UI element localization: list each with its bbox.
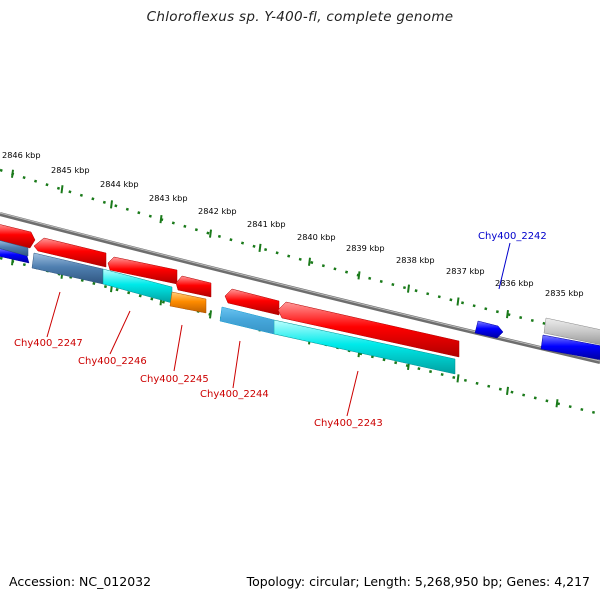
gene-feature-top[interactable] xyxy=(277,301,460,358)
gene-label-chy400-2243[interactable]: Chy400_2243 xyxy=(314,418,383,429)
kbp-label: 2837 kbp xyxy=(446,266,485,276)
scale-tick xyxy=(456,374,460,383)
callout-line xyxy=(46,291,61,338)
accession-text: Accession: NC_012032 xyxy=(9,574,152,589)
kbp-label: 2838 kbp xyxy=(396,255,435,265)
kbp-label: 2841 kbp xyxy=(247,219,286,229)
kbp-label: 2844 kbp xyxy=(100,179,139,189)
scale-tick xyxy=(506,386,509,395)
gene-feature-highlight[interactable] xyxy=(474,320,504,339)
gene-feature-top[interactable] xyxy=(224,288,280,316)
gene-feature-bottom[interactable] xyxy=(0,240,29,257)
scale-tick xyxy=(308,257,311,266)
kbp-ticks xyxy=(11,169,559,408)
callout-line xyxy=(498,242,511,290)
gene-feature-top[interactable] xyxy=(107,256,178,285)
scale-tick xyxy=(11,169,14,178)
gene-feature-top[interactable] xyxy=(175,275,212,298)
scale-tick xyxy=(555,399,559,408)
callout-line xyxy=(232,340,241,389)
kbp-label: 2843 kbp xyxy=(149,193,188,203)
gene-feature-top[interactable] xyxy=(0,224,36,249)
scale-tick xyxy=(60,185,64,194)
kbp-label: 2835 kbp xyxy=(545,288,584,298)
outer-scale xyxy=(0,168,600,339)
scale-tick xyxy=(159,215,163,224)
gene-callouts xyxy=(46,242,511,417)
misc-feature[interactable] xyxy=(169,291,207,314)
kbp-label: 2840 kbp xyxy=(297,232,336,242)
gene-feature-top[interactable] xyxy=(543,317,600,345)
kbp-label: 2845 kbp xyxy=(51,165,90,175)
scale-tick xyxy=(456,297,460,306)
scale-tick xyxy=(506,310,509,319)
kbp-label: 2839 kbp xyxy=(346,243,385,253)
gene-feature-top[interactable] xyxy=(33,237,107,268)
genome-backbone xyxy=(0,212,600,364)
kbp-label: 2846 kbp xyxy=(2,150,41,160)
gene-feature-bottom[interactable] xyxy=(540,334,600,360)
callout-line xyxy=(109,310,131,355)
scale-tick xyxy=(110,200,113,209)
scale-tick xyxy=(209,229,212,238)
callout-line xyxy=(346,370,359,417)
scale-tick xyxy=(357,271,361,280)
genome-summary-text: Topology: circular; Length: 5,268,950 bp… xyxy=(246,574,590,589)
kbp-labels: 2846 kbp 2845 kbp 2844 kbp 2843 kbp 2842… xyxy=(2,150,584,298)
map-title: Chloroflexus sp. Y-400-fl, complete geno… xyxy=(146,9,454,25)
kbp-label: 2836 kbp xyxy=(495,278,534,288)
gene-label-chy400-2242[interactable]: Chy400_2242 xyxy=(478,231,547,242)
gene-label-chy400-2246[interactable]: Chy400_2246 xyxy=(78,356,147,367)
scale-tick xyxy=(209,310,212,319)
gene-label-chy400-2245[interactable]: Chy400_2245 xyxy=(140,374,209,385)
gene-labels: Chy400_2247 Chy400_2246 Chy400_2245 Chy4… xyxy=(14,231,547,429)
scale-tick xyxy=(258,243,262,252)
kbp-label: 2842 kbp xyxy=(198,206,237,216)
callout-line xyxy=(173,324,183,372)
gene-label-chy400-2244[interactable]: Chy400_2244 xyxy=(200,389,269,400)
scale-tick xyxy=(407,284,410,293)
gene-label-chy400-2247[interactable]: Chy400_2247 xyxy=(14,338,83,349)
